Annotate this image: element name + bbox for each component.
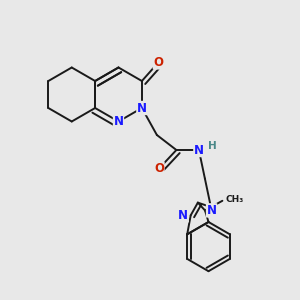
Text: N: N xyxy=(194,143,204,157)
Text: O: O xyxy=(154,162,164,175)
Text: N: N xyxy=(113,115,124,128)
Text: N: N xyxy=(178,209,188,222)
Text: CH₃: CH₃ xyxy=(226,195,244,204)
Text: N: N xyxy=(137,101,147,115)
Text: O: O xyxy=(153,56,164,69)
Text: N: N xyxy=(207,204,217,217)
Text: H: H xyxy=(208,141,217,152)
